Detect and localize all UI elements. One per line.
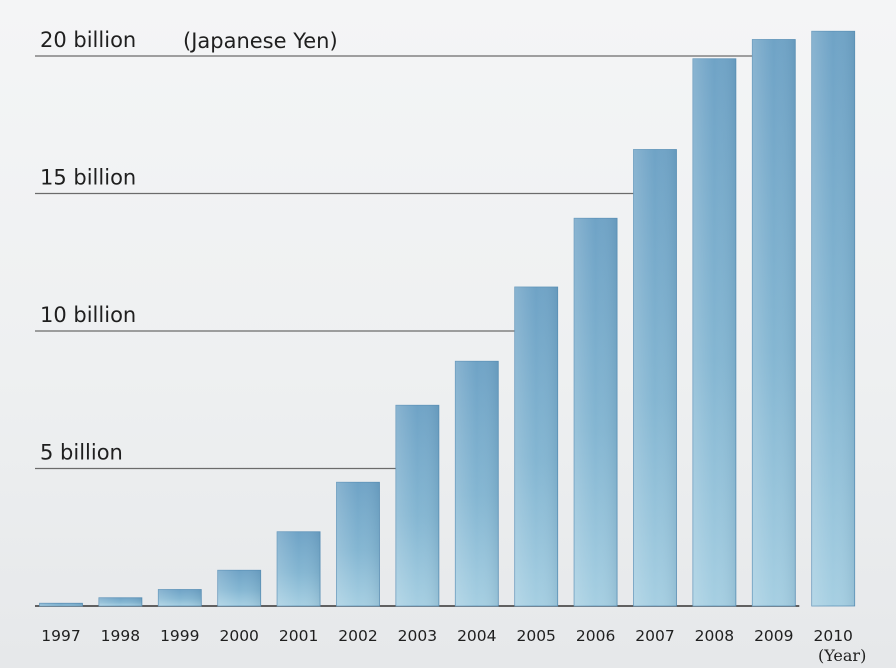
- y-tick-label: 15 billion: [40, 166, 136, 190]
- bar-shading: [277, 531, 321, 606]
- x-tick-label: 2003: [398, 627, 437, 645]
- x-tick-label: 2001: [279, 627, 318, 645]
- bar-shading: [395, 405, 439, 606]
- unit-label: (Japanese Yen): [183, 29, 338, 53]
- bar-shading: [633, 149, 677, 606]
- bar-2007: [633, 149, 677, 607]
- bar-2009: [751, 39, 796, 607]
- bar-2004: [454, 360, 499, 607]
- bar-shading: [574, 218, 618, 606]
- x-unit-label: (Year): [818, 646, 866, 665]
- bar-shading: [98, 597, 142, 606]
- bar-2005: [514, 286, 559, 607]
- y-tick-label: 10 billion: [40, 303, 136, 327]
- bar-1997: [39, 602, 83, 607]
- bar-1999: [157, 589, 202, 607]
- bar-shading: [336, 482, 380, 606]
- x-tick-label: 2007: [635, 627, 674, 645]
- bar-2010: [811, 30, 856, 607]
- x-tick-label: 2002: [338, 627, 377, 645]
- x-tick-label: 2008: [695, 627, 734, 645]
- x-tick-label: 1999: [160, 627, 199, 645]
- bar-2006: [573, 217, 618, 607]
- x-tick-label: 2004: [457, 627, 496, 645]
- x-tick-label: 2009: [754, 627, 793, 645]
- labels: 5 billion 10 billion 15 billion 20 billion 1…: [40, 28, 853, 645]
- y-tick-label: 5 billion: [40, 441, 123, 465]
- bar-shading: [752, 39, 796, 606]
- bar-shading: [811, 31, 855, 606]
- bar-shading: [692, 58, 736, 606]
- bar-2002: [336, 481, 380, 607]
- bar-shading: [514, 287, 558, 606]
- bar-1998: [98, 597, 143, 607]
- bar-shading: [39, 603, 83, 606]
- y-tick-label: 20 billion: [40, 28, 136, 52]
- bar-shading: [217, 570, 261, 606]
- x-tick-label: 2010: [813, 627, 852, 645]
- bar-2001: [276, 531, 321, 607]
- x-tick-label: 2006: [576, 627, 615, 645]
- x-tick-label: 2000: [219, 627, 258, 645]
- x-tick-label: 2005: [516, 627, 555, 645]
- x-tick-label: 1997: [41, 627, 80, 645]
- bars: [39, 30, 856, 607]
- bar-2008: [692, 58, 737, 607]
- bar-2003: [395, 404, 440, 607]
- bar-2000: [217, 569, 262, 607]
- bar-shading: [158, 589, 202, 606]
- bar-shading: [455, 361, 499, 606]
- x-tick-label: 1998: [101, 627, 140, 645]
